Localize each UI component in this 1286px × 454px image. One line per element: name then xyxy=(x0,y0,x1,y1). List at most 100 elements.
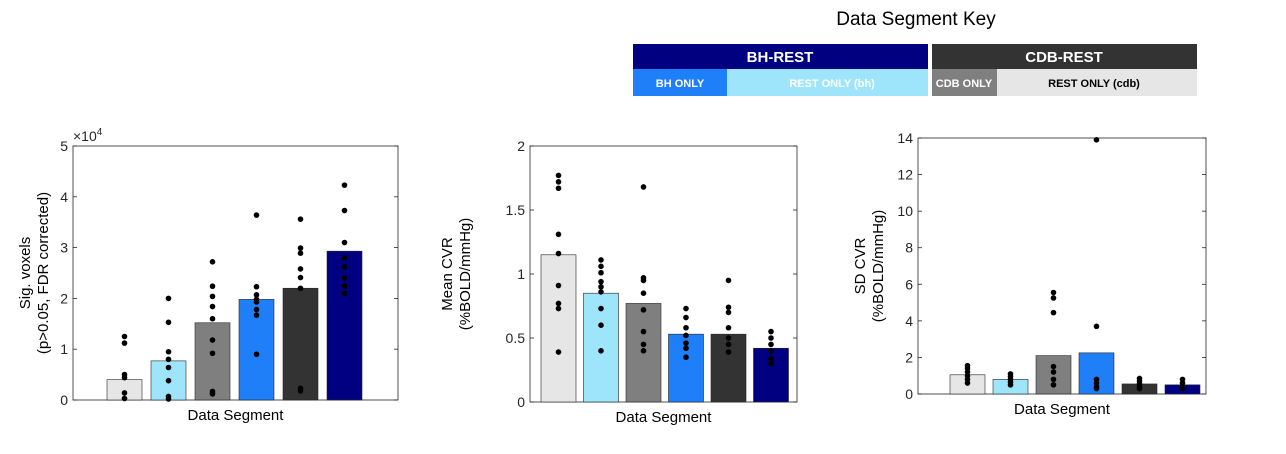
data-point xyxy=(253,312,260,318)
data-point xyxy=(253,283,260,290)
data-point xyxy=(209,303,216,310)
data-point xyxy=(121,340,128,346)
data-point xyxy=(683,324,689,331)
x-axis-label: Data Segment xyxy=(1014,401,1111,418)
y-tick-label: 1 xyxy=(517,266,525,282)
data-point xyxy=(640,328,647,335)
data-point xyxy=(253,212,260,218)
data-point xyxy=(768,360,774,367)
data-point xyxy=(121,395,128,402)
data-point xyxy=(341,275,348,281)
data-point xyxy=(725,277,732,284)
y-axis-label: (%BOLD/mmHg) xyxy=(457,218,474,331)
data-point xyxy=(297,274,304,281)
y-tick-label: 0 xyxy=(517,394,525,410)
chart-mean-cvr: 0 0.5 1 1.5 2 Data Segment Mean CVR (%BOLD/mmHg… xyxy=(439,138,798,426)
data-segment-key: Data Segment Key BH-REST BH ONLY REST ON… xyxy=(633,9,1197,96)
y-tick-label: 5 xyxy=(60,138,68,154)
data-point xyxy=(209,293,216,300)
data-point xyxy=(768,335,774,341)
data-point xyxy=(964,380,971,386)
y-tick-label: 0 xyxy=(905,386,913,402)
data-point xyxy=(683,305,689,312)
key-rest-only-bh-swatch xyxy=(727,69,928,96)
data-point xyxy=(768,341,774,348)
data-point xyxy=(555,305,562,312)
chart-sd-cvr: 0 2 4 6 8 10 12 14 Data Segment SD CVR (%BOLD/mmHg… xyxy=(852,130,1207,418)
data-point xyxy=(165,364,172,371)
data-point xyxy=(555,282,562,289)
x-axis-label: Data Segment xyxy=(616,409,713,426)
axes-box xyxy=(72,145,399,401)
key-cdb-only-swatch xyxy=(932,69,997,96)
key-cdb-only-label: CDB ONLY xyxy=(936,78,993,90)
data-point xyxy=(341,283,348,290)
data-point xyxy=(209,283,216,290)
y-axis-label: Mean CVR xyxy=(439,237,456,311)
data-point xyxy=(598,289,604,295)
data-point xyxy=(297,388,304,394)
data-point xyxy=(725,304,732,311)
data-point xyxy=(725,309,732,316)
data-point xyxy=(1136,385,1143,392)
key-title: Data Segment Key xyxy=(836,9,996,30)
data-point xyxy=(121,333,128,340)
y-tick-label: 0.5 xyxy=(506,330,526,346)
data-point xyxy=(1050,376,1057,383)
data-point xyxy=(555,300,562,307)
data-point xyxy=(297,245,304,251)
data-point xyxy=(341,182,348,188)
key-cdb-rest-label: CDB-REST xyxy=(1025,49,1103,66)
data-point xyxy=(725,341,732,348)
data-point xyxy=(121,374,128,381)
y-tick-label: 6 xyxy=(905,276,913,292)
y-tick-label: 4 xyxy=(60,189,68,205)
data-point xyxy=(555,185,562,192)
data-point xyxy=(209,315,216,322)
y-tick-label: 3 xyxy=(60,240,68,256)
data-point xyxy=(297,266,304,272)
y-axis-label: Sig. voxels xyxy=(17,237,34,310)
data-point xyxy=(598,284,604,290)
data-point xyxy=(640,307,647,313)
data-point xyxy=(598,322,604,329)
bar xyxy=(194,322,231,401)
data-point xyxy=(1050,382,1057,388)
data-point xyxy=(165,295,172,302)
data-point xyxy=(341,239,348,246)
data-point xyxy=(555,231,562,238)
data-point xyxy=(1050,363,1057,370)
data-point xyxy=(683,340,689,346)
key-bh-rest-header xyxy=(633,44,928,69)
y-exponent-label: ×104 xyxy=(73,127,103,144)
data-point xyxy=(640,341,647,348)
chart-sig-voxels: 0 1 2 3 4 5 ×104 Data Segment Sig. voxels (p>0.05… xyxy=(17,127,399,424)
data-point xyxy=(598,348,604,354)
data-point xyxy=(121,390,128,396)
data-point xyxy=(165,396,172,402)
y-tick-label: 2 xyxy=(517,138,525,154)
data-point xyxy=(341,264,348,270)
data-point xyxy=(768,348,774,354)
key-bh-rest-label: BH-REST xyxy=(747,49,814,66)
data-point xyxy=(1050,295,1057,301)
y-tick-label: 10 xyxy=(897,203,913,219)
data-point xyxy=(598,269,604,276)
data-point xyxy=(1050,309,1057,316)
data-point xyxy=(555,179,562,185)
y-tick-label: 8 xyxy=(905,240,913,256)
data-point xyxy=(683,314,689,321)
data-point xyxy=(297,216,304,222)
y-axis-label: SD CVR xyxy=(852,238,869,295)
bar xyxy=(326,250,363,401)
key-bh-only-label: BH ONLY xyxy=(656,78,705,90)
data-point xyxy=(768,328,774,335)
y-tick-label: 4 xyxy=(905,313,913,329)
y-tick-label: 2 xyxy=(905,349,913,365)
data-point xyxy=(341,290,348,297)
data-point xyxy=(253,292,260,298)
x-axis-label: Data Segment xyxy=(188,407,285,424)
data-point xyxy=(253,306,260,313)
data-point xyxy=(683,345,689,352)
bar xyxy=(282,287,319,401)
